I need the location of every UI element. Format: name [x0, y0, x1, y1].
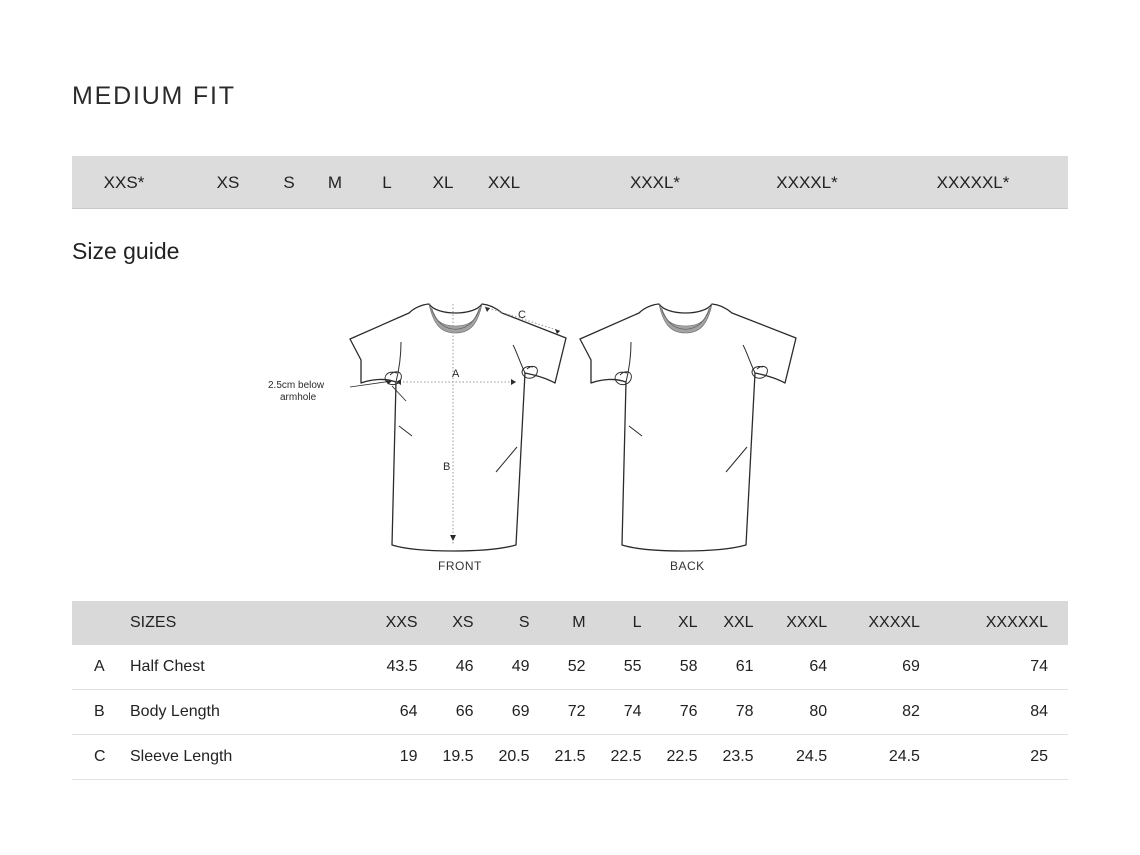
svg-text:B: B	[443, 461, 450, 473]
svg-text:2.5cm below: 2.5cm below	[268, 380, 325, 391]
svg-text:A: A	[452, 368, 460, 380]
svg-text:armhole: armhole	[280, 392, 317, 403]
svg-text:C: C	[518, 309, 526, 321]
svg-text:FRONT: FRONT	[438, 559, 482, 573]
svg-text:BACK: BACK	[670, 559, 705, 573]
